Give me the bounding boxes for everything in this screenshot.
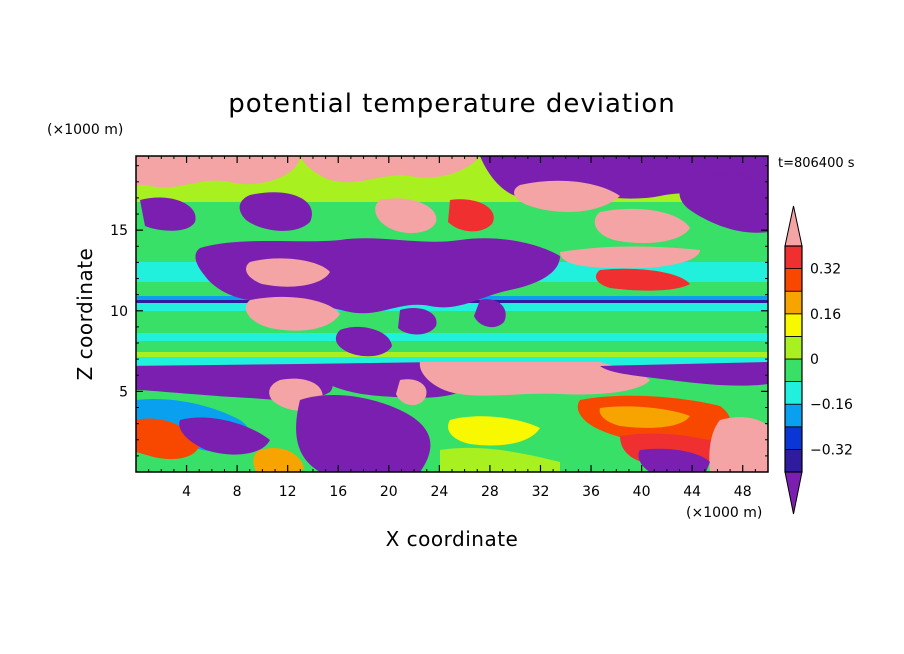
colorbar-label: 0.32 xyxy=(810,262,841,278)
x-tick-label: 24 xyxy=(430,484,448,500)
colorbar-label: 0 xyxy=(810,352,819,368)
colorbar-segment xyxy=(784,335,803,360)
y-axis-label: Z coordinate xyxy=(73,248,97,381)
colorbar-segment xyxy=(784,426,803,450)
colorbar-label: 0.16 xyxy=(810,307,841,323)
contour-field xyxy=(136,156,768,472)
x-tick-label: 4 xyxy=(182,484,191,500)
colorbar-label: −0.16 xyxy=(810,397,853,413)
colorbar-top-arrow xyxy=(784,205,803,247)
y-tick-label: 10 xyxy=(110,304,128,320)
colorbar-bottom-arrow xyxy=(784,471,803,515)
colorbar-segment xyxy=(784,268,803,292)
x-tick-label: 48 xyxy=(734,484,752,500)
colorbar-segment xyxy=(784,290,803,315)
y-tick-label: 5 xyxy=(119,384,128,400)
colorbar-label: −0.32 xyxy=(810,442,853,458)
colorbar-segment xyxy=(784,381,803,405)
x-axis-label: X coordinate xyxy=(386,527,519,551)
colorbar-segment xyxy=(784,403,803,428)
colorbar-segment xyxy=(784,448,803,473)
y-tick-label: 15 xyxy=(110,223,128,239)
x-tick-label: 28 xyxy=(481,484,499,500)
y-unit-label: (×1000 m) xyxy=(47,122,123,138)
x-axis: 4 8 12 16 20 24 28 32 36 40 44 48 xyxy=(148,156,756,500)
x-tick-label: 40 xyxy=(633,484,651,500)
colorbar: 0.32 0.16 0 −0.16 −0.32 xyxy=(784,205,853,515)
colorbar-segment xyxy=(784,313,803,337)
colorbar-segment xyxy=(784,358,803,383)
x-tick-label: 44 xyxy=(683,484,701,500)
x-tick-label: 20 xyxy=(380,484,398,500)
y-axis: 5 10 15 xyxy=(110,165,768,457)
chart-title: potential temperature deviation xyxy=(228,89,675,119)
x-tick-label: 36 xyxy=(582,484,600,500)
x-tick-label: 8 xyxy=(233,484,242,500)
colorbar-frame xyxy=(784,245,803,473)
time-label: t=806400 s xyxy=(778,156,855,171)
colorbar-segment xyxy=(784,245,803,270)
x-tick-label: 12 xyxy=(279,484,297,500)
x-tick-label: 32 xyxy=(532,484,550,500)
x-unit-label: (×1000 m) xyxy=(686,505,762,521)
x-tick-label: 16 xyxy=(329,484,347,500)
